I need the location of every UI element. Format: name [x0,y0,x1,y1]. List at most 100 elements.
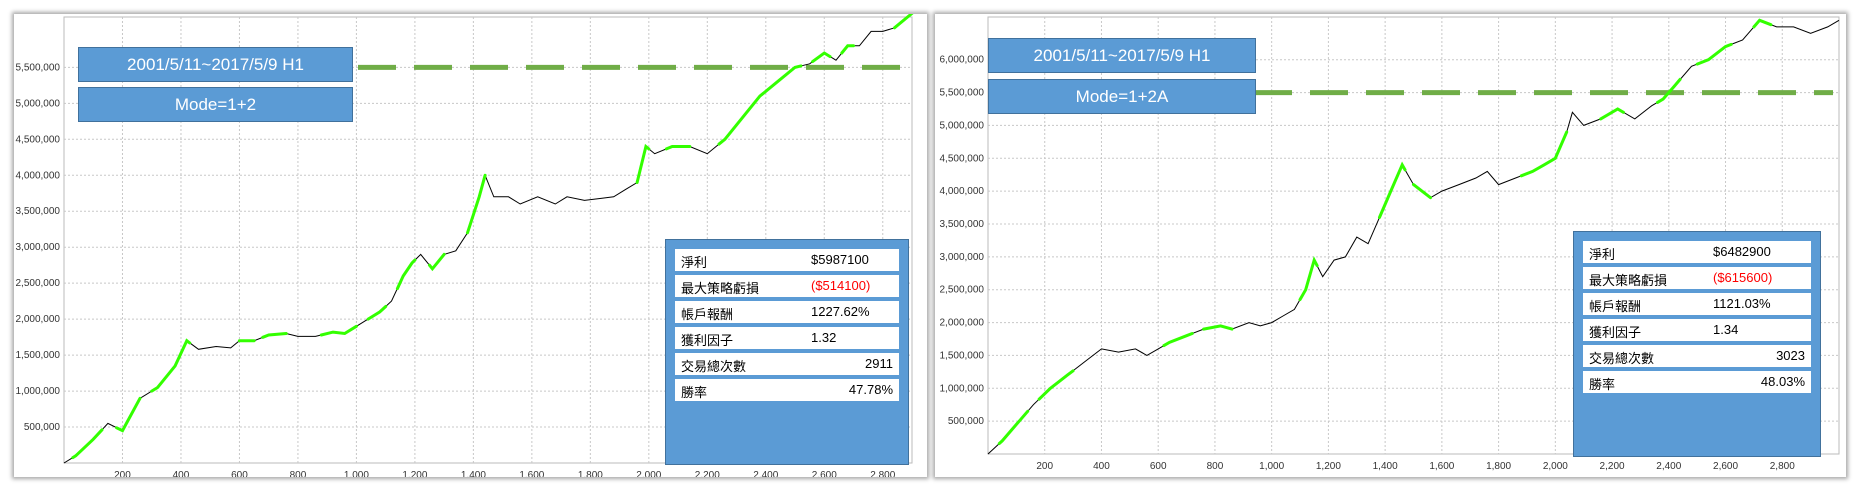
x-tick-label: 200 [114,470,131,477]
y-tick-label: 5,500,000 [16,62,61,73]
stats-box: 淨利 $6482900 最大策略虧損 ($615600) 帳戶報酬 1121.03% 獲利因… [1573,231,1821,457]
stat-row: 獲利因子 1.34 [1583,319,1811,341]
x-tick-label: 2,000 [1543,461,1568,472]
y-tick-label: 1,500,000 [940,350,985,361]
highlight-segment [893,14,914,30]
x-tick-label: 1,600 [1429,461,1454,472]
x-tick-label: 2,800 [1770,461,1795,472]
y-tick-label: 500,000 [948,416,985,427]
x-tick-label: 2,400 [1656,461,1681,472]
stat-value: ($615600) [1713,270,1773,285]
y-tick-label: 1,500,000 [16,350,61,361]
x-tick-label: 1,800 [1486,461,1511,472]
y-tick-label: 3,500,000 [16,206,61,217]
y-tick-label: 4,000,000 [940,186,985,197]
stat-row: 交易總次數 2911 [675,353,899,375]
stat-value: 1121.03% [1713,296,1771,311]
highlight-segment [1378,161,1407,219]
stat-value: $5987100 [811,252,869,267]
stat-row: 獲利因子 1.32 [675,327,899,349]
stat-value: ($514100) [811,278,871,293]
period-tag: 2001/5/11~2017/5/9 H1 [78,47,353,82]
period-tag: 2001/5/11~2017/5/9 H1 [988,38,1256,73]
y-tick-label: 2,500,000 [940,285,985,296]
x-tick-label: 2,400 [753,470,778,477]
y-tick-label: 4,500,000 [16,134,61,145]
y-tick-label: 2,500,000 [16,278,61,289]
x-tick-label: 2,000 [636,470,661,477]
x-tick-label: 1,800 [578,470,603,477]
mode-tag: Mode=1+2A [988,79,1256,114]
left-chart-panel: 200 400 600 800 1,000 1,200 1,400 1,600 1,800 2,0… [14,14,927,477]
x-tick-label: 600 [231,470,248,477]
y-tick-label: 1,000,000 [16,386,61,397]
highlight-segment [811,51,832,64]
x-tick-label: 2,600 [1713,461,1738,472]
highlight-segment [1599,107,1625,121]
highlight-segment [635,143,651,184]
stat-label: 帳戶報酬 [1589,299,1642,314]
y-tick-label: 1,000,000 [940,383,985,394]
x-tick-label: 1,200 [1316,461,1341,472]
stat-value: 2911 [865,356,893,371]
highlight-segment [366,305,388,321]
x-tick-label: 2,200 [695,470,720,477]
stat-value: 48.03% [1760,374,1805,389]
mode-tag: Mode=1+2 [78,87,353,122]
highlight-segment [395,258,417,291]
highlight-segment [466,173,487,235]
highlight-segment [319,324,358,337]
highlight-segment [261,332,288,339]
highlight-segment [115,396,142,433]
x-tick-label: 1,000 [344,470,369,477]
stat-row: 勝率 47.78% [675,379,899,401]
stat-row: 淨利 $5987100 [675,249,899,271]
highlight-segment [1202,324,1234,331]
y-tick-label: 3,000,000 [940,252,985,263]
highlight-segment [1752,18,1773,29]
y-tick-label: 5,000,000 [940,120,985,131]
stat-value: 3023 [1776,348,1805,363]
highlight-segment [1037,369,1075,401]
highlight-segment [717,64,803,146]
x-tick-label: 600 [1150,461,1167,472]
stat-label: 最大策略虧損 [681,281,760,296]
highlight-segment [71,428,104,460]
stat-label: 最大策略虧損 [1589,273,1668,288]
highlight-segment [664,145,692,151]
highlight-segment [1162,332,1194,348]
stat-row: 帳戶報酬 1227.62% [675,301,899,323]
stat-label: 淨利 [681,255,708,270]
stat-row: 交易總次數 3023 [1583,345,1811,367]
stat-label: 帳戶報酬 [681,307,734,322]
stat-value: 1.34 [1713,322,1739,337]
x-tick-label: 2,600 [812,470,837,477]
y-tick-label: 3,500,000 [940,219,985,230]
y-tick-label: 2,000,000 [940,318,985,329]
y-tick-label: 5,500,000 [940,88,985,99]
x-tick-label: 1,400 [461,470,486,477]
stat-label: 勝率 [1589,377,1616,392]
stat-row: 帳戶報酬 1121.03% [1583,293,1811,315]
x-tick-label: 2,200 [1600,461,1625,472]
stat-label: 交易總次數 [681,359,747,374]
x-tick-label: 800 [290,470,307,477]
stats-box: 淨利 $5987100 最大策略虧損 ($514100) 帳戶報酬 1227.62% 獲利因… [665,239,909,465]
x-tick-label: 1,600 [519,470,544,477]
y-tick-label: 2,000,000 [16,314,61,325]
x-tick-label: 1,000 [1259,461,1284,472]
y-tick-label: 5,000,000 [16,98,61,109]
stat-label: 交易總次數 [1589,351,1655,366]
stat-row: 最大策略虧損 ($514100) [675,275,899,297]
right-chart-panel: 200 400 600 800 1,000 1,200 1,400 1,600 1,800 2,0… [935,14,1846,477]
stat-label: 獲利因子 [681,333,734,348]
highlight-segment [1519,130,1569,178]
y-tick-label: 6,000,000 [940,55,985,66]
y-tick-label: 4,000,000 [16,170,61,181]
highlight-segment [1695,42,1733,66]
stat-row: 最大策略虧損 ($615600) [1583,267,1811,289]
stat-value: $6482900 [1713,244,1771,259]
highlight-segment [1656,77,1682,104]
highlight-segment [1412,183,1432,200]
x-tick-label: 200 [1036,461,1053,472]
